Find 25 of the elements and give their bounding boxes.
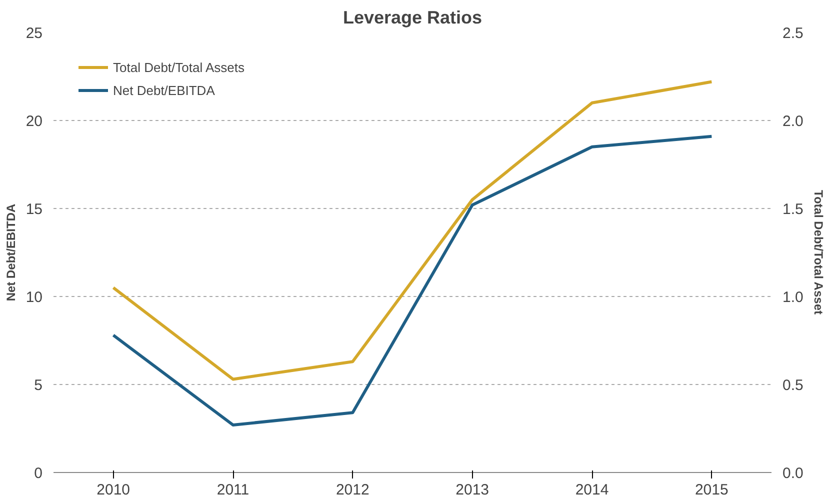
y-tick-label: 10 bbox=[26, 289, 43, 306]
y2-tick-label: 1.5 bbox=[782, 201, 804, 218]
y-tick-label: 5 bbox=[34, 377, 42, 394]
legend-label: Total Debt/Total Assets bbox=[113, 60, 245, 74]
x-tick-label: 2013 bbox=[456, 482, 490, 497]
legend-label: Net Debt/EBITDA bbox=[113, 82, 215, 98]
line-series bbox=[112, 134, 714, 426]
y2-tick-label: 0.0 bbox=[782, 465, 804, 482]
chart-title: Leverage Ratios bbox=[342, 8, 482, 28]
y-tick-label: 25 bbox=[26, 25, 43, 42]
y2-tick-label: 2.5 bbox=[782, 25, 804, 42]
x-tick-label: 2011 bbox=[216, 482, 250, 497]
x-tick-label: 2012 bbox=[336, 482, 370, 497]
y-axis-title: Net Debt/EBITDA bbox=[4, 204, 18, 302]
y-tick-label: 15 bbox=[26, 201, 43, 218]
x-tick-label: 2015 bbox=[694, 482, 728, 497]
y2-tick-label: 2.0 bbox=[782, 113, 804, 130]
y2-tick-label: 1.0 bbox=[782, 289, 804, 306]
y-tick-label: 20 bbox=[26, 113, 43, 130]
x-tick-label: 2010 bbox=[96, 482, 130, 497]
line-series bbox=[112, 80, 714, 381]
y2-tick-label: 0.5 bbox=[782, 377, 804, 394]
y-tick-label: 0 bbox=[34, 465, 42, 482]
x-tick-label: 2014 bbox=[575, 482, 609, 497]
y2-axis-title: Total Debt/Total Asset bbox=[811, 190, 826, 315]
